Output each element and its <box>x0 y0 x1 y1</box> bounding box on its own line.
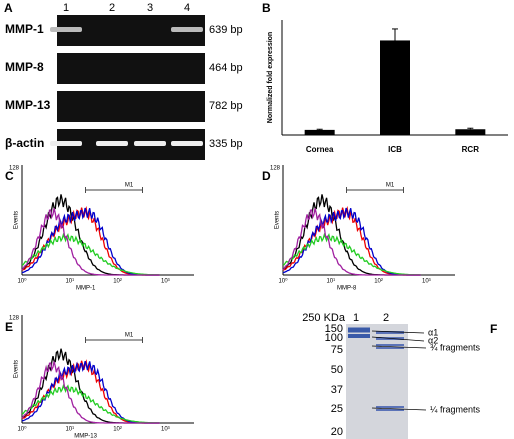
gel-band <box>376 347 404 349</box>
gel-band <box>50 27 82 32</box>
panel-letter: B <box>262 1 271 15</box>
gene-label: MMP-13 <box>5 98 51 112</box>
x-tick-label: 10⁰ <box>17 426 27 433</box>
marker-unit: 250 KDa <box>302 312 346 324</box>
histogram-curve <box>21 384 160 424</box>
marker-label: 50 <box>331 364 343 376</box>
x-tick-label: 10³ <box>161 279 170 285</box>
x-tick-label: 10¹ <box>65 427 74 433</box>
histogram-curve <box>282 205 421 276</box>
gel-band <box>348 327 370 333</box>
lane-number: 1 <box>63 2 69 14</box>
band-size: 782 bp <box>209 100 243 112</box>
marker-label: 150 <box>325 323 343 335</box>
gene-label: MMP-8 <box>5 60 44 74</box>
lane-number: 3 <box>147 2 153 14</box>
y-max: 128 <box>9 166 20 172</box>
gel-band <box>376 344 404 346</box>
gene-label: MMP-1 <box>5 22 44 36</box>
gene-label: β-actin <box>5 136 44 150</box>
y-max: 128 <box>9 316 20 322</box>
pointer <box>371 330 425 334</box>
gate-label: M1 <box>125 333 134 339</box>
x-tick-label: 10⁰ <box>17 278 27 285</box>
x-tick-label: 10² <box>374 279 383 285</box>
gel-band <box>171 141 203 146</box>
lane-number: 2 <box>383 312 389 324</box>
gel-band <box>134 141 166 146</box>
gel-band <box>376 406 404 408</box>
band-size: 335 bp <box>209 138 243 150</box>
lane-number: 1 <box>353 312 359 324</box>
band-size: 464 bp <box>209 62 243 74</box>
histogram-curve <box>21 205 160 276</box>
band-label: ¾ fragments <box>430 342 481 352</box>
y-max: 128 <box>270 166 281 172</box>
x-tick-label: 10⁰ <box>278 278 288 285</box>
gel-band <box>376 331 404 334</box>
band-label: α1 <box>428 327 438 337</box>
marker-label: 25 <box>331 403 343 415</box>
histogram-curve <box>21 208 160 276</box>
histogram-curve <box>21 348 160 424</box>
histogram-curve <box>21 232 160 276</box>
y-label: Events <box>275 211 281 229</box>
pointer <box>371 345 427 349</box>
y-label: Events <box>14 360 20 378</box>
x-tick-label: 10¹ <box>326 279 335 285</box>
panel-letter: A <box>4 1 13 15</box>
gel-band <box>50 141 82 146</box>
x-tick-label: 10¹ <box>65 279 74 285</box>
gel-band <box>96 141 128 146</box>
marker-label: 75 <box>331 344 343 356</box>
x-label: MMP-8 <box>337 286 357 292</box>
gate-label: M1 <box>386 183 395 189</box>
histogram-curve <box>282 208 421 276</box>
panel-letter: D <box>262 169 271 183</box>
band-label: α2 <box>428 335 438 345</box>
histogram-curve <box>21 359 160 424</box>
x-tick-label: Cornea <box>306 145 334 154</box>
bar <box>304 129 335 135</box>
x-tick-label: 10³ <box>161 427 170 433</box>
pointer <box>371 336 425 342</box>
bar <box>380 40 410 135</box>
lane-number: 4 <box>184 2 190 14</box>
gel-strip <box>57 91 205 122</box>
x-label: MMP-1 <box>76 286 96 292</box>
marker-label: 37 <box>331 384 343 396</box>
histogram-curve <box>21 361 160 424</box>
marker-label: 20 <box>331 426 343 438</box>
y-axis-label: Normalized fold expression <box>267 32 274 123</box>
lane-number: 2 <box>109 2 115 14</box>
histogram-curve <box>21 194 160 276</box>
pointer <box>371 407 427 411</box>
panel-letter: F <box>490 322 497 336</box>
bar <box>455 129 486 135</box>
x-tick-label: 10² <box>113 279 122 285</box>
band-size: 639 bp <box>209 24 243 36</box>
gel-band <box>171 27 203 32</box>
gate-label: M1 <box>125 183 134 189</box>
gel <box>346 324 408 439</box>
x-label: MMP-13 <box>74 434 97 439</box>
gel-band <box>376 409 404 411</box>
gel-strip <box>57 53 205 84</box>
x-tick-label: 10² <box>113 427 122 433</box>
gel-band <box>348 334 370 338</box>
x-tick-label: RCR <box>462 145 480 154</box>
panel-letter: E <box>5 320 13 334</box>
x-tick-label: 10³ <box>422 279 431 285</box>
x-tick-label: ICB <box>388 145 402 154</box>
band-label: ¼ fragments <box>430 404 481 414</box>
panel-letter: C <box>5 169 14 183</box>
marker-label: 100 <box>325 332 343 344</box>
histogram-curve <box>282 232 421 276</box>
histogram-curve <box>282 194 421 276</box>
y-label: Events <box>14 211 20 229</box>
